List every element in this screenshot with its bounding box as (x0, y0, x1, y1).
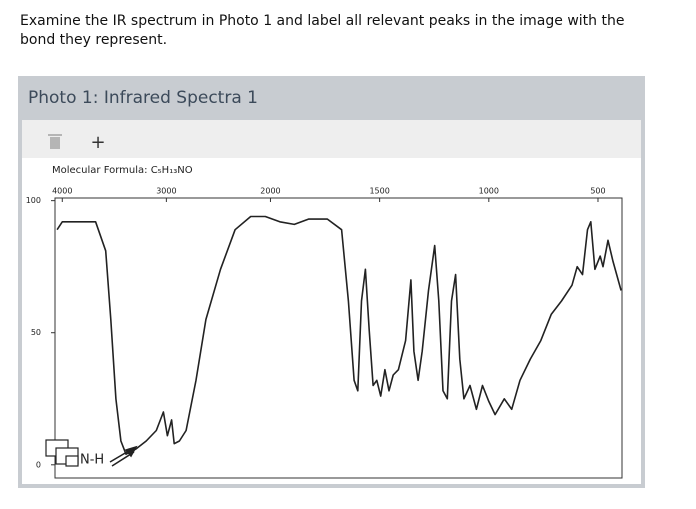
toolbar (22, 120, 641, 158)
spectrum-line (56, 215, 622, 455)
viewer (22, 120, 641, 484)
x-tick-label: 2000 (260, 187, 280, 196)
annotation-label: N-H (80, 453, 104, 468)
x-tick-label: 500 (590, 187, 605, 196)
x-tick-label: 1000 (479, 187, 499, 196)
annotation-icons (45, 439, 79, 467)
x-tick-label: 3000 (156, 187, 176, 196)
y-tick-label: 0 (36, 460, 41, 469)
question: Examine the IR spectrum in Photo 1 and l… (20, 13, 625, 48)
y-tick-label: 100 (26, 196, 41, 205)
add-button[interactable]: + (90, 132, 105, 153)
chart-subtitle: Molecular Formula: C₅H₁₃NO (52, 165, 193, 176)
y-tick-label: 50 (31, 328, 41, 337)
x-tick-label: 4000 (52, 187, 72, 196)
x-tick-label: 1500 (369, 187, 389, 196)
plot-frame (54, 197, 623, 479)
panel-title: Photo 1: Infrared Spectra 1 (28, 88, 258, 108)
trash-icon[interactable] (48, 134, 62, 149)
